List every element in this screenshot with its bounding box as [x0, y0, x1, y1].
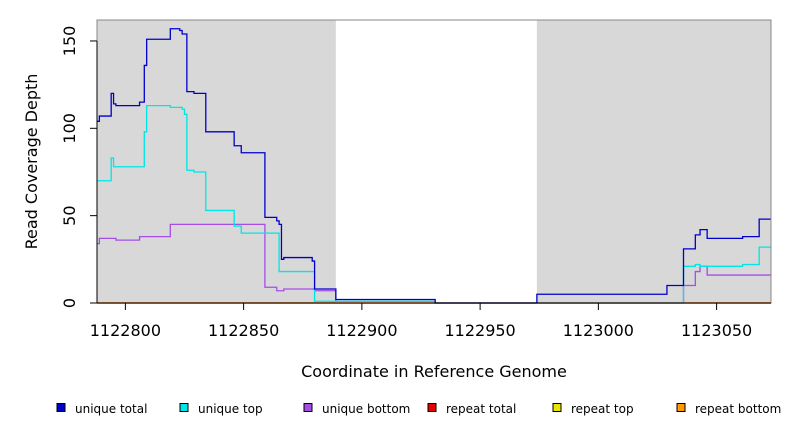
y-axis: 0 50 100 150	[60, 26, 98, 308]
legend-swatch	[552, 403, 562, 412]
legend-label: unique bottom	[322, 402, 410, 416]
x-tick-label: 1123000	[563, 321, 634, 340]
y-tick-label: 100	[60, 113, 79, 144]
series-unique-top	[97, 104, 771, 304]
x-tick-label: 1122850	[208, 321, 279, 340]
x-axis-title: Coordinate in Reference Genome	[301, 362, 567, 381]
legend-item-repeat-top: repeat top	[552, 402, 634, 416]
legend-swatch	[676, 403, 686, 412]
legend-item-repeat-total: repeat total	[427, 402, 516, 416]
plot-background	[97, 20, 771, 303]
legend-swatch	[179, 403, 189, 412]
legend: unique total unique top unique bottom repea…	[56, 402, 781, 416]
legend-item-unique-bottom: unique bottom	[303, 402, 410, 416]
x-tick-label: 1123050	[681, 321, 752, 340]
legend-item-unique-top: unique top	[179, 402, 263, 416]
legend-item-repeat-bottom: repeat bottom	[676, 402, 781, 416]
shaded-region-1	[536, 20, 771, 303]
x-axis: 1122800 1122850 1122900 1122950 1123000 11230…	[90, 302, 771, 340]
legend-label: unique top	[198, 402, 263, 416]
y-tick-label: 0	[60, 298, 79, 308]
legend-label: repeat top	[571, 402, 634, 416]
legend-label: unique total	[75, 402, 147, 416]
series-unique-total	[97, 28, 771, 304]
legend-swatch	[427, 403, 437, 412]
y-tick-label: 50	[60, 205, 79, 225]
y-tick-label: 150	[60, 26, 79, 57]
x-tick-label: 1122950	[444, 321, 515, 340]
legend-swatch	[303, 403, 313, 412]
x-tick-label: 1122800	[90, 321, 161, 340]
legend-label: repeat bottom	[695, 402, 781, 416]
legend-item-unique-total: unique total	[56, 402, 147, 416]
y-axis-title: Read Coverage Depth	[22, 74, 41, 250]
legend-swatch	[56, 403, 66, 412]
shaded-region-0	[97, 20, 336, 303]
x-tick-label: 1122900	[326, 321, 397, 340]
series-unique-bottom	[97, 223, 771, 304]
legend-label: repeat total	[446, 402, 516, 416]
